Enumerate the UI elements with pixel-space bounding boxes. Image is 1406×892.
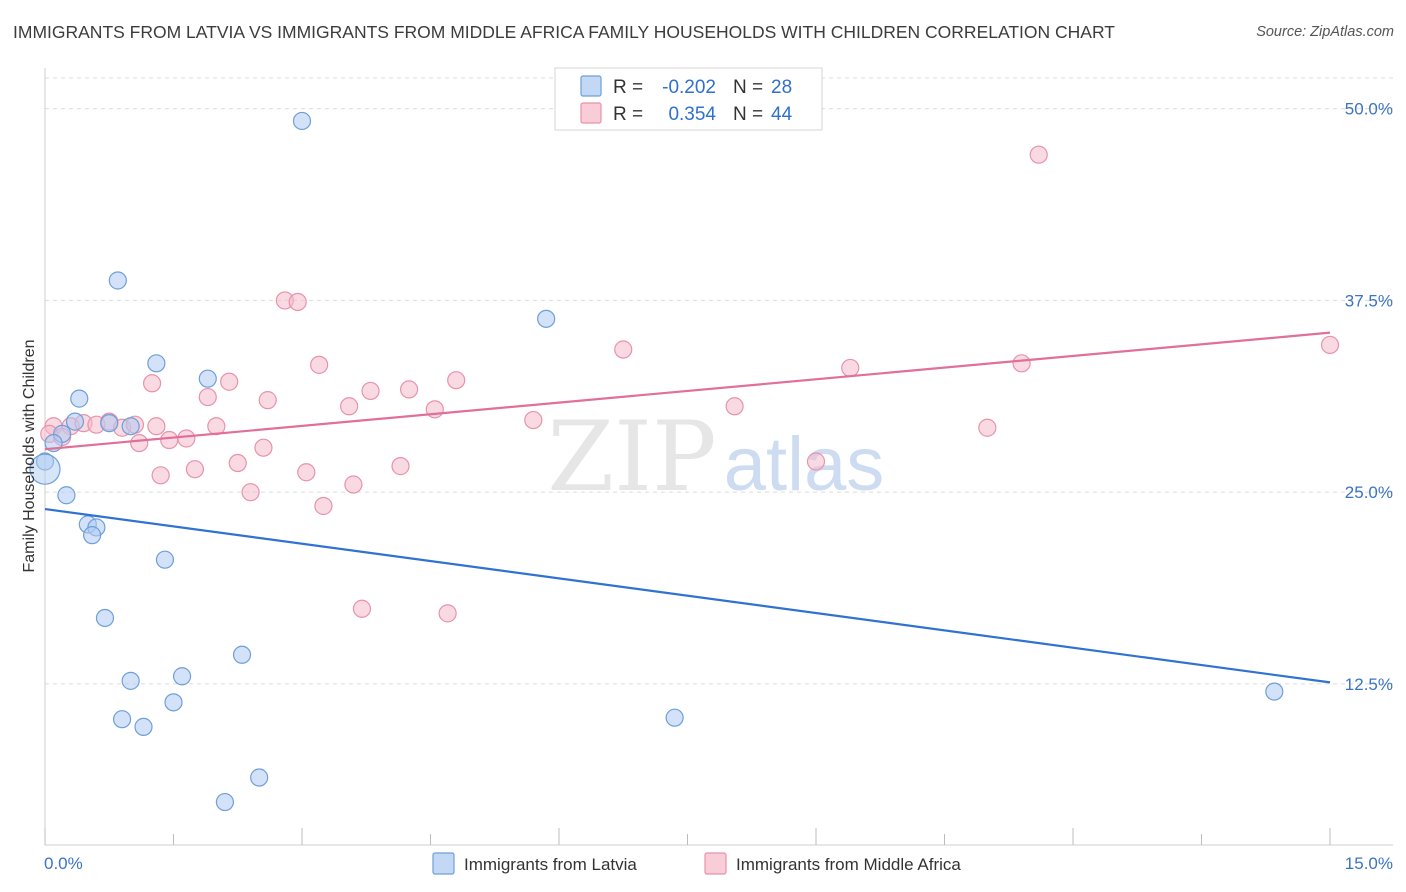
trend-line-latvia [44,507,1331,684]
data-point-latvia [121,417,140,436]
data-point-middle-africa [310,355,329,374]
data-point-middle-africa [151,466,170,485]
stats-legend-r-label-latvia: R = [613,77,643,98]
y-tick-label: 12.5% [1345,675,1393,694]
series-legend-label-latvia: Immigrants from Latvia [464,855,637,874]
data-point-middle-africa [130,433,149,453]
data-point-middle-africa [258,391,277,410]
data-point-middle-africa [725,397,744,416]
data-point-latvia [215,792,234,812]
data-point-latvia [232,645,252,664]
trend-lines [44,331,1331,684]
y-tick-label: 37.5% [1345,291,1393,310]
data-point-middle-africa [228,453,247,473]
data-point-middle-africa [254,438,273,457]
stats-legend-n-value-latvia: 28 [771,77,792,98]
data-point-latvia [134,717,153,736]
data-point-latvia [1265,682,1284,701]
trend-line-middle-africa [44,331,1331,451]
data-point-middle-africa [447,371,466,390]
series-legend-swatch-middle-africa [704,852,727,875]
x-ticks [44,828,1331,845]
data-point-latvia [537,309,556,328]
y-axis-label: Family Households with Children [21,340,38,573]
data-point-middle-africa [297,463,316,482]
y-tick-labels: 12.5% 25.0% 37.5% 50.0% [1345,100,1393,694]
data-point-latvia [147,354,166,373]
data-point-middle-africa [198,387,217,407]
y-tick-label: 25.0% [1345,483,1393,502]
data-point-middle-africa [142,374,162,393]
data-point-latvia [121,671,140,690]
series-legend-swatch-latvia [432,852,455,875]
data-point-middle-africa [147,417,166,436]
data-point-middle-africa [314,496,333,516]
data-point-middle-africa [841,358,860,378]
data-point-latvia [70,389,89,408]
axes [44,68,1393,846]
data-point-middle-africa [288,292,307,312]
data-point-latvia [172,667,192,686]
data-point-middle-africa [241,483,260,502]
source-credit: Source: ZipAtlas.com [1256,24,1394,40]
data-point-latvia [292,111,312,131]
watermark-zip: ZIP [547,401,716,513]
data-point-latvia [108,271,127,290]
series-legend-label-middle-africa: Immigrants from Middle Africa [736,855,961,874]
data-point-middle-africa [352,599,372,618]
watermark: ZIP atlas [547,401,884,513]
stats-legend-r-label-middle-africa: R = [613,104,643,125]
stats-legend-n-label-middle-africa: N = [733,104,763,125]
data-point-middle-africa [978,418,997,437]
y-tick-label: 50.0% [1345,100,1393,119]
watermark-atlas: atlas [724,422,885,507]
data-point-middle-africa [160,430,179,450]
data-point-middle-africa [340,397,359,416]
x-tick-label-max: 15.0% [1345,854,1393,873]
data-point-middle-africa [438,604,457,623]
data-point-latvia [57,486,76,505]
data-point-latvia [155,550,175,569]
stats-legend-n-value-middle-africa: 44 [771,104,793,125]
stats-legend-r-value-latvia: -0.202 [662,77,716,98]
data-point-middle-africa [614,340,633,359]
data-point-middle-africa [399,380,419,399]
data-point-latvia [65,412,85,431]
data-point-middle-africa [185,460,205,479]
data-point-middle-africa [1012,354,1031,373]
series-latvia-points [29,111,1284,812]
data-point-middle-africa [177,429,196,448]
data-point-latvia [83,526,102,545]
data-point-latvia-large [29,453,61,485]
data-point-latvia [198,369,217,388]
stats-legend-swatch-middle-africa [580,102,602,124]
data-point-middle-africa [1029,145,1048,164]
stats-legend-swatch-latvia [580,75,602,97]
stats-legend-r-value-middle-africa: 0.354 [668,104,716,125]
gridlines [45,77,1393,685]
data-point-latvia [112,710,132,729]
data-point-middle-africa [524,410,543,430]
data-point-middle-africa [361,381,380,401]
data-point-middle-africa [344,475,363,494]
data-point-middle-africa [220,372,239,391]
data-point-latvia [665,708,684,727]
x-tick-label-min: 0.0% [44,854,83,873]
data-point-latvia [164,693,183,712]
stats-legend: R = -0.202 N = 28 R = 0.354 N = 44 [554,67,823,131]
stats-legend-n-label-latvia: N = [733,77,763,98]
data-point-middle-africa [806,452,826,471]
data-point-middle-africa [1320,335,1340,355]
series-middle-africa-points [40,145,1340,623]
data-point-middle-africa [391,457,410,476]
data-point-latvia [95,608,115,628]
series-legend: Immigrants from Latvia Immigrants from M… [432,852,961,875]
chart-title: IMMIGRANTS FROM LATVIA VS IMMIGRANTS FRO… [13,22,1115,42]
data-point-latvia [250,768,269,787]
data-point-latvia [100,414,119,433]
